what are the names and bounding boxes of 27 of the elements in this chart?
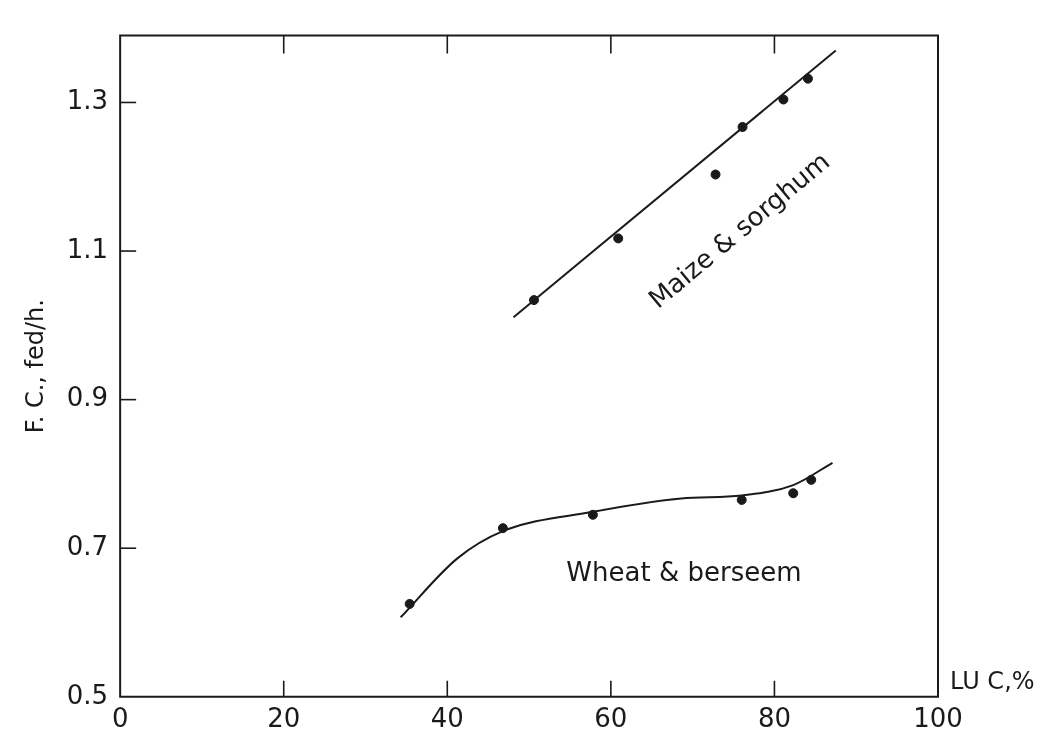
point xyxy=(587,509,598,520)
point xyxy=(788,488,799,499)
x-tick-label: 100 xyxy=(913,703,963,734)
point xyxy=(528,295,539,306)
x-axis-title: LU C,% xyxy=(950,667,1035,696)
series-label: Wheat & berseem xyxy=(566,556,802,587)
x-tick-label: 0 xyxy=(111,703,129,734)
point xyxy=(710,169,721,180)
y-tick-label: 1.1 xyxy=(66,233,109,264)
point xyxy=(802,73,813,84)
x-tick-label: 20 xyxy=(267,703,301,734)
x-tick-label: 40 xyxy=(430,703,464,734)
y-axis-title: F. C., fed/h. xyxy=(20,299,49,434)
point xyxy=(737,121,748,132)
point xyxy=(497,523,508,534)
y-tick-label: 1.3 xyxy=(66,85,109,116)
point xyxy=(613,233,624,244)
y-tick-label: 0.9 xyxy=(66,382,109,413)
y-tick-label: 0.5 xyxy=(66,679,109,710)
point xyxy=(404,598,415,609)
x-tick-label: 60 xyxy=(594,703,628,734)
point xyxy=(806,474,817,485)
point xyxy=(778,94,789,105)
line-series xyxy=(399,461,834,619)
x-tick-label: 80 xyxy=(757,703,791,734)
y-tick-label: 0.7 xyxy=(66,530,109,561)
point xyxy=(736,494,747,505)
